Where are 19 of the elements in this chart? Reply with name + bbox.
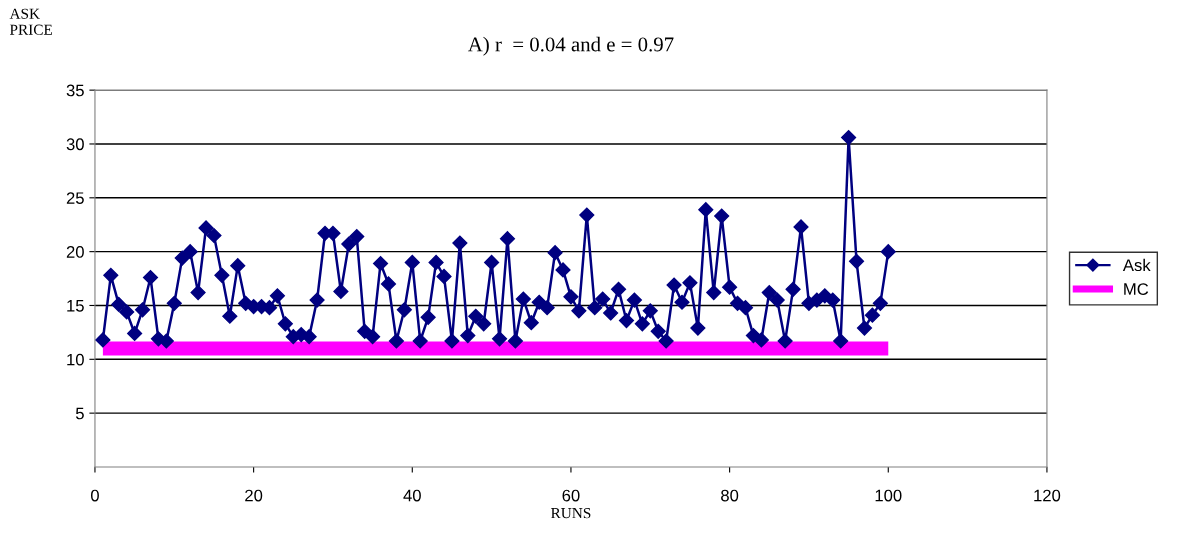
y-axis-title: ASK PRICE bbox=[9, 8, 53, 35]
y-tick-label: 25 bbox=[66, 192, 84, 205]
x-tick-label: 80 bbox=[721, 489, 739, 502]
chart-title: A) r = 0.04 and e = 0.97 bbox=[467, 36, 674, 56]
y-tick-label: 20 bbox=[66, 246, 84, 258]
y-tick-label: 10 bbox=[67, 353, 84, 366]
x-tick-label: 0 bbox=[90, 489, 99, 502]
y-tick-label: 30 bbox=[66, 138, 84, 151]
legend-label: MC bbox=[1124, 283, 1149, 295]
x-tick-label: 120 bbox=[1034, 489, 1061, 502]
y-tick-label: 15 bbox=[67, 300, 84, 312]
x-axis-title: RUNS bbox=[551, 508, 591, 519]
x-tick-label: 60 bbox=[562, 489, 580, 502]
x-tick-label: 40 bbox=[403, 489, 421, 502]
y-tick-label: 5 bbox=[75, 407, 84, 420]
x-tick-label: 100 bbox=[875, 489, 902, 502]
y-tick-label: 35 bbox=[66, 84, 84, 97]
legend-label: Ask bbox=[1122, 258, 1151, 272]
x-tick-label: 20 bbox=[245, 489, 263, 502]
